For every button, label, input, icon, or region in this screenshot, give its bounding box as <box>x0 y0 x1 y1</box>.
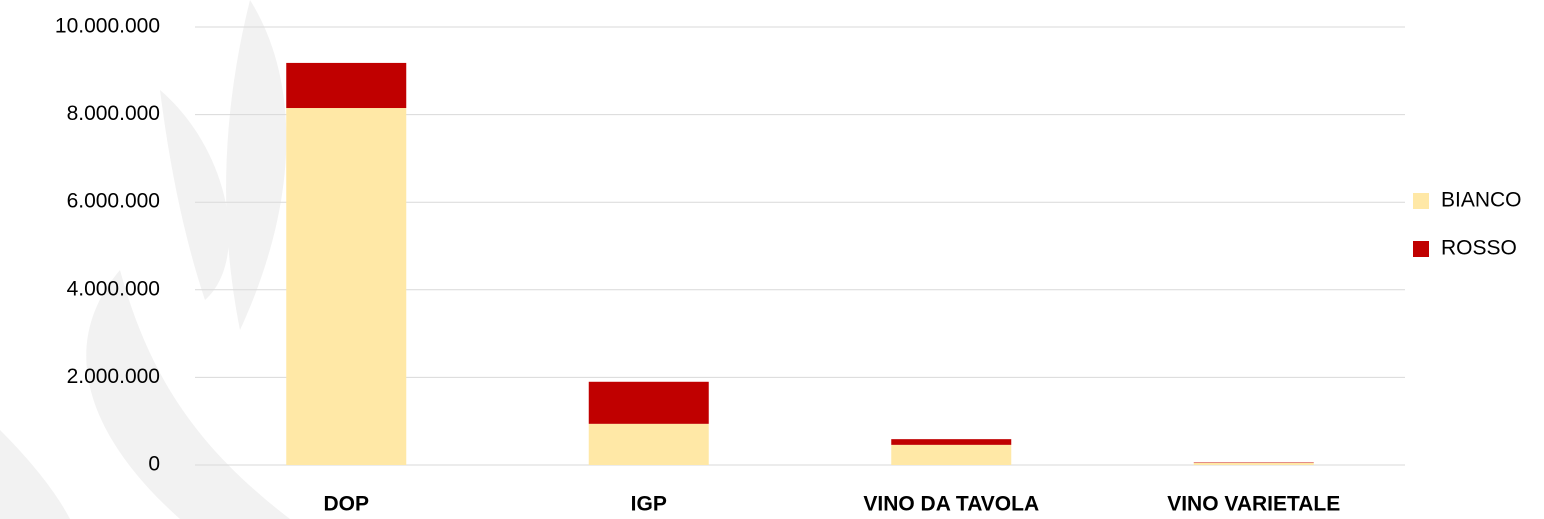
bar-segment <box>588 423 709 465</box>
legend-label: BIANCO <box>1441 189 1522 212</box>
y-tick-label: 10.000.000 <box>55 15 160 38</box>
bar-segment <box>891 444 1012 465</box>
bar-segment <box>286 62 407 109</box>
y-tick-label: 6.000.000 <box>67 190 160 213</box>
watermark <box>0 0 290 519</box>
bar-segment <box>588 381 709 424</box>
bar-segment <box>1193 462 1314 465</box>
y-tick-label: 8.000.000 <box>67 102 160 125</box>
x-tick-label: VINO DA TAVOLA <box>863 493 1039 516</box>
y-tick-label: 2.000.000 <box>67 365 160 388</box>
legend-label: ROSSO <box>1441 237 1517 260</box>
legend-swatch <box>1413 193 1429 209</box>
legend-swatch <box>1413 241 1429 257</box>
y-tick-label: 4.000.000 <box>67 277 160 300</box>
bar-segment <box>891 439 1012 445</box>
y-tick-label: 0 <box>148 453 160 476</box>
bar-segment <box>286 108 407 465</box>
x-tick-label: DOP <box>323 493 369 516</box>
x-tick-label: IGP <box>631 493 667 516</box>
x-tick-label: VINO VARIETALE <box>1167 493 1340 516</box>
